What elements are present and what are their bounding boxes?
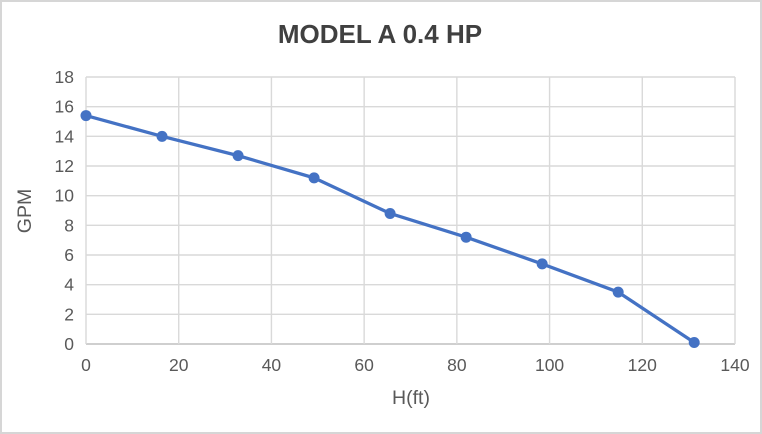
x-axis-title: H(ft) [392,387,430,409]
data-point-marker [536,258,548,270]
x-tick-label: 140 [720,355,749,375]
x-tick-label: 40 [262,355,282,375]
y-tick-label: 2 [64,304,74,324]
y-tick-label: 4 [64,275,74,295]
y-tick-label: 6 [64,245,74,265]
y-tick-label: 16 [55,97,74,117]
data-point-marker [232,150,244,162]
y-tick-label: 18 [55,67,74,87]
data-point-marker [460,231,472,243]
y-tick-label: 14 [55,126,75,146]
x-tick-label: 60 [354,355,374,375]
y-axis-title: GPM [14,189,36,233]
data-point-marker [308,172,320,184]
y-tick-label: 10 [55,186,75,206]
axis-tick-labels: 0 2 4 6 8 10 12 14 16 18 0 20 40 60 80 100 120 140 [55,67,750,375]
data-point-marker [384,207,396,219]
x-tick-label: 120 [628,355,657,375]
gridlines [85,76,736,345]
y-tick-label: 8 [64,215,74,235]
data-point-marker [156,130,168,142]
data-series [80,110,700,349]
y-tick-label: 12 [55,156,74,176]
chart-title: MODEL A 0.4 HP [278,19,482,49]
x-tick-label: 20 [169,355,189,375]
x-tick-label: 100 [535,355,564,375]
data-point-marker [688,337,700,349]
x-tick-label: 0 [81,355,91,375]
data-point-marker [612,286,624,298]
x-tick-label: 80 [447,355,467,375]
y-tick-label: 0 [64,334,74,354]
data-point-marker [80,110,92,122]
